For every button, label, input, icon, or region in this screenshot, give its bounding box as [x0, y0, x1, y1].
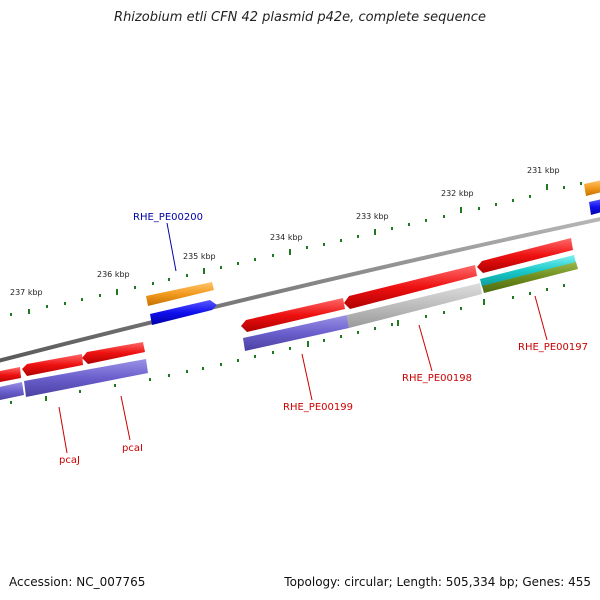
cog-bar-left[interactable]: [0, 382, 24, 401]
scale-label: 235 kbp: [183, 252, 216, 261]
feature-orange-right[interactable]: [584, 180, 600, 196]
gene-label-RHE_PE00199[interactable]: RHE_PE00199: [283, 402, 353, 413]
leader-lines: [58, 222, 548, 454]
gene-label-pcaI[interactable]: pcaI: [122, 443, 143, 454]
map-title: Rhizobium etli CFN 42 plasmid p42e, comp…: [114, 10, 486, 25]
scale-label: 231 kbp: [527, 166, 560, 175]
cds-arrow-RHE_PE00199[interactable]: [241, 298, 345, 332]
cog-bar-RHE_PE00197-cyan[interactable]: [480, 255, 576, 287]
gene-label-RHE_PE00197[interactable]: RHE_PE00197: [518, 342, 588, 353]
scale-labels: 237 kbp 236 kbp 235 kbp 234 kbp 233 kbp …: [10, 166, 560, 297]
gene-labels: RHE_PE00200 RHE_PE00199 RHE_PE00198 RHE_…: [59, 212, 588, 466]
genome-summary-text: Topology: circular; Length: 505,334 bp; …: [284, 575, 591, 589]
gene-label-RHE_PE00198[interactable]: RHE_PE00198: [402, 373, 472, 384]
leader-line-RHE_PE00197: [534, 295, 548, 341]
leader-line-RHE_PE00199: [301, 353, 313, 401]
feature-blue-right[interactable]: [589, 199, 600, 215]
cds-arrow-pcaJ[interactable]: [22, 354, 83, 376]
cog-bar-RHE_PE00199[interactable]: [243, 315, 349, 351]
gene-label-pcaJ[interactable]: pcaJ: [59, 455, 80, 466]
cog-bar-RHE_PE00198[interactable]: [347, 283, 482, 328]
cds-arrow-RHE_PE00198[interactable]: [344, 265, 477, 309]
outer-scale-ticks: [10, 182, 582, 316]
cog-track: [0, 255, 578, 401]
plasmid-backbone: [0, 217, 600, 363]
cds-arrow-pcaJ-left[interactable]: [0, 367, 21, 383]
inner-scale-ticks: [10, 284, 565, 404]
scale-label: 232 kbp: [441, 189, 474, 198]
scale-label: 236 kbp: [97, 270, 130, 279]
cds-track: [0, 238, 573, 383]
cog-bar-pcaJ-pcaI[interactable]: [24, 359, 148, 397]
cds-arrow-pcaI[interactable]: [82, 342, 145, 364]
leader-line-RHE_PE00200: [166, 222, 177, 272]
leader-line-pcaJ: [58, 406, 68, 454]
leader-line-RHE_PE00198: [418, 324, 433, 372]
scale-label: 233 kbp: [356, 212, 389, 221]
leader-line-pcaI: [120, 395, 131, 441]
feature-orange-RHE_PE00200[interactable]: [146, 282, 214, 306]
gene-label-RHE_PE00200[interactable]: RHE_PE00200: [133, 212, 203, 223]
cds-arrow-RHE_PE00197[interactable]: [477, 238, 573, 273]
feature-blue-RHE_PE00200[interactable]: [150, 300, 217, 325]
accession-text: Accession: NC_007765: [9, 575, 146, 589]
cog-bar-RHE_PE00197-olive[interactable]: [482, 262, 578, 293]
scale-label: 237 kbp: [10, 288, 43, 297]
scale-label: 234 kbp: [270, 233, 303, 242]
